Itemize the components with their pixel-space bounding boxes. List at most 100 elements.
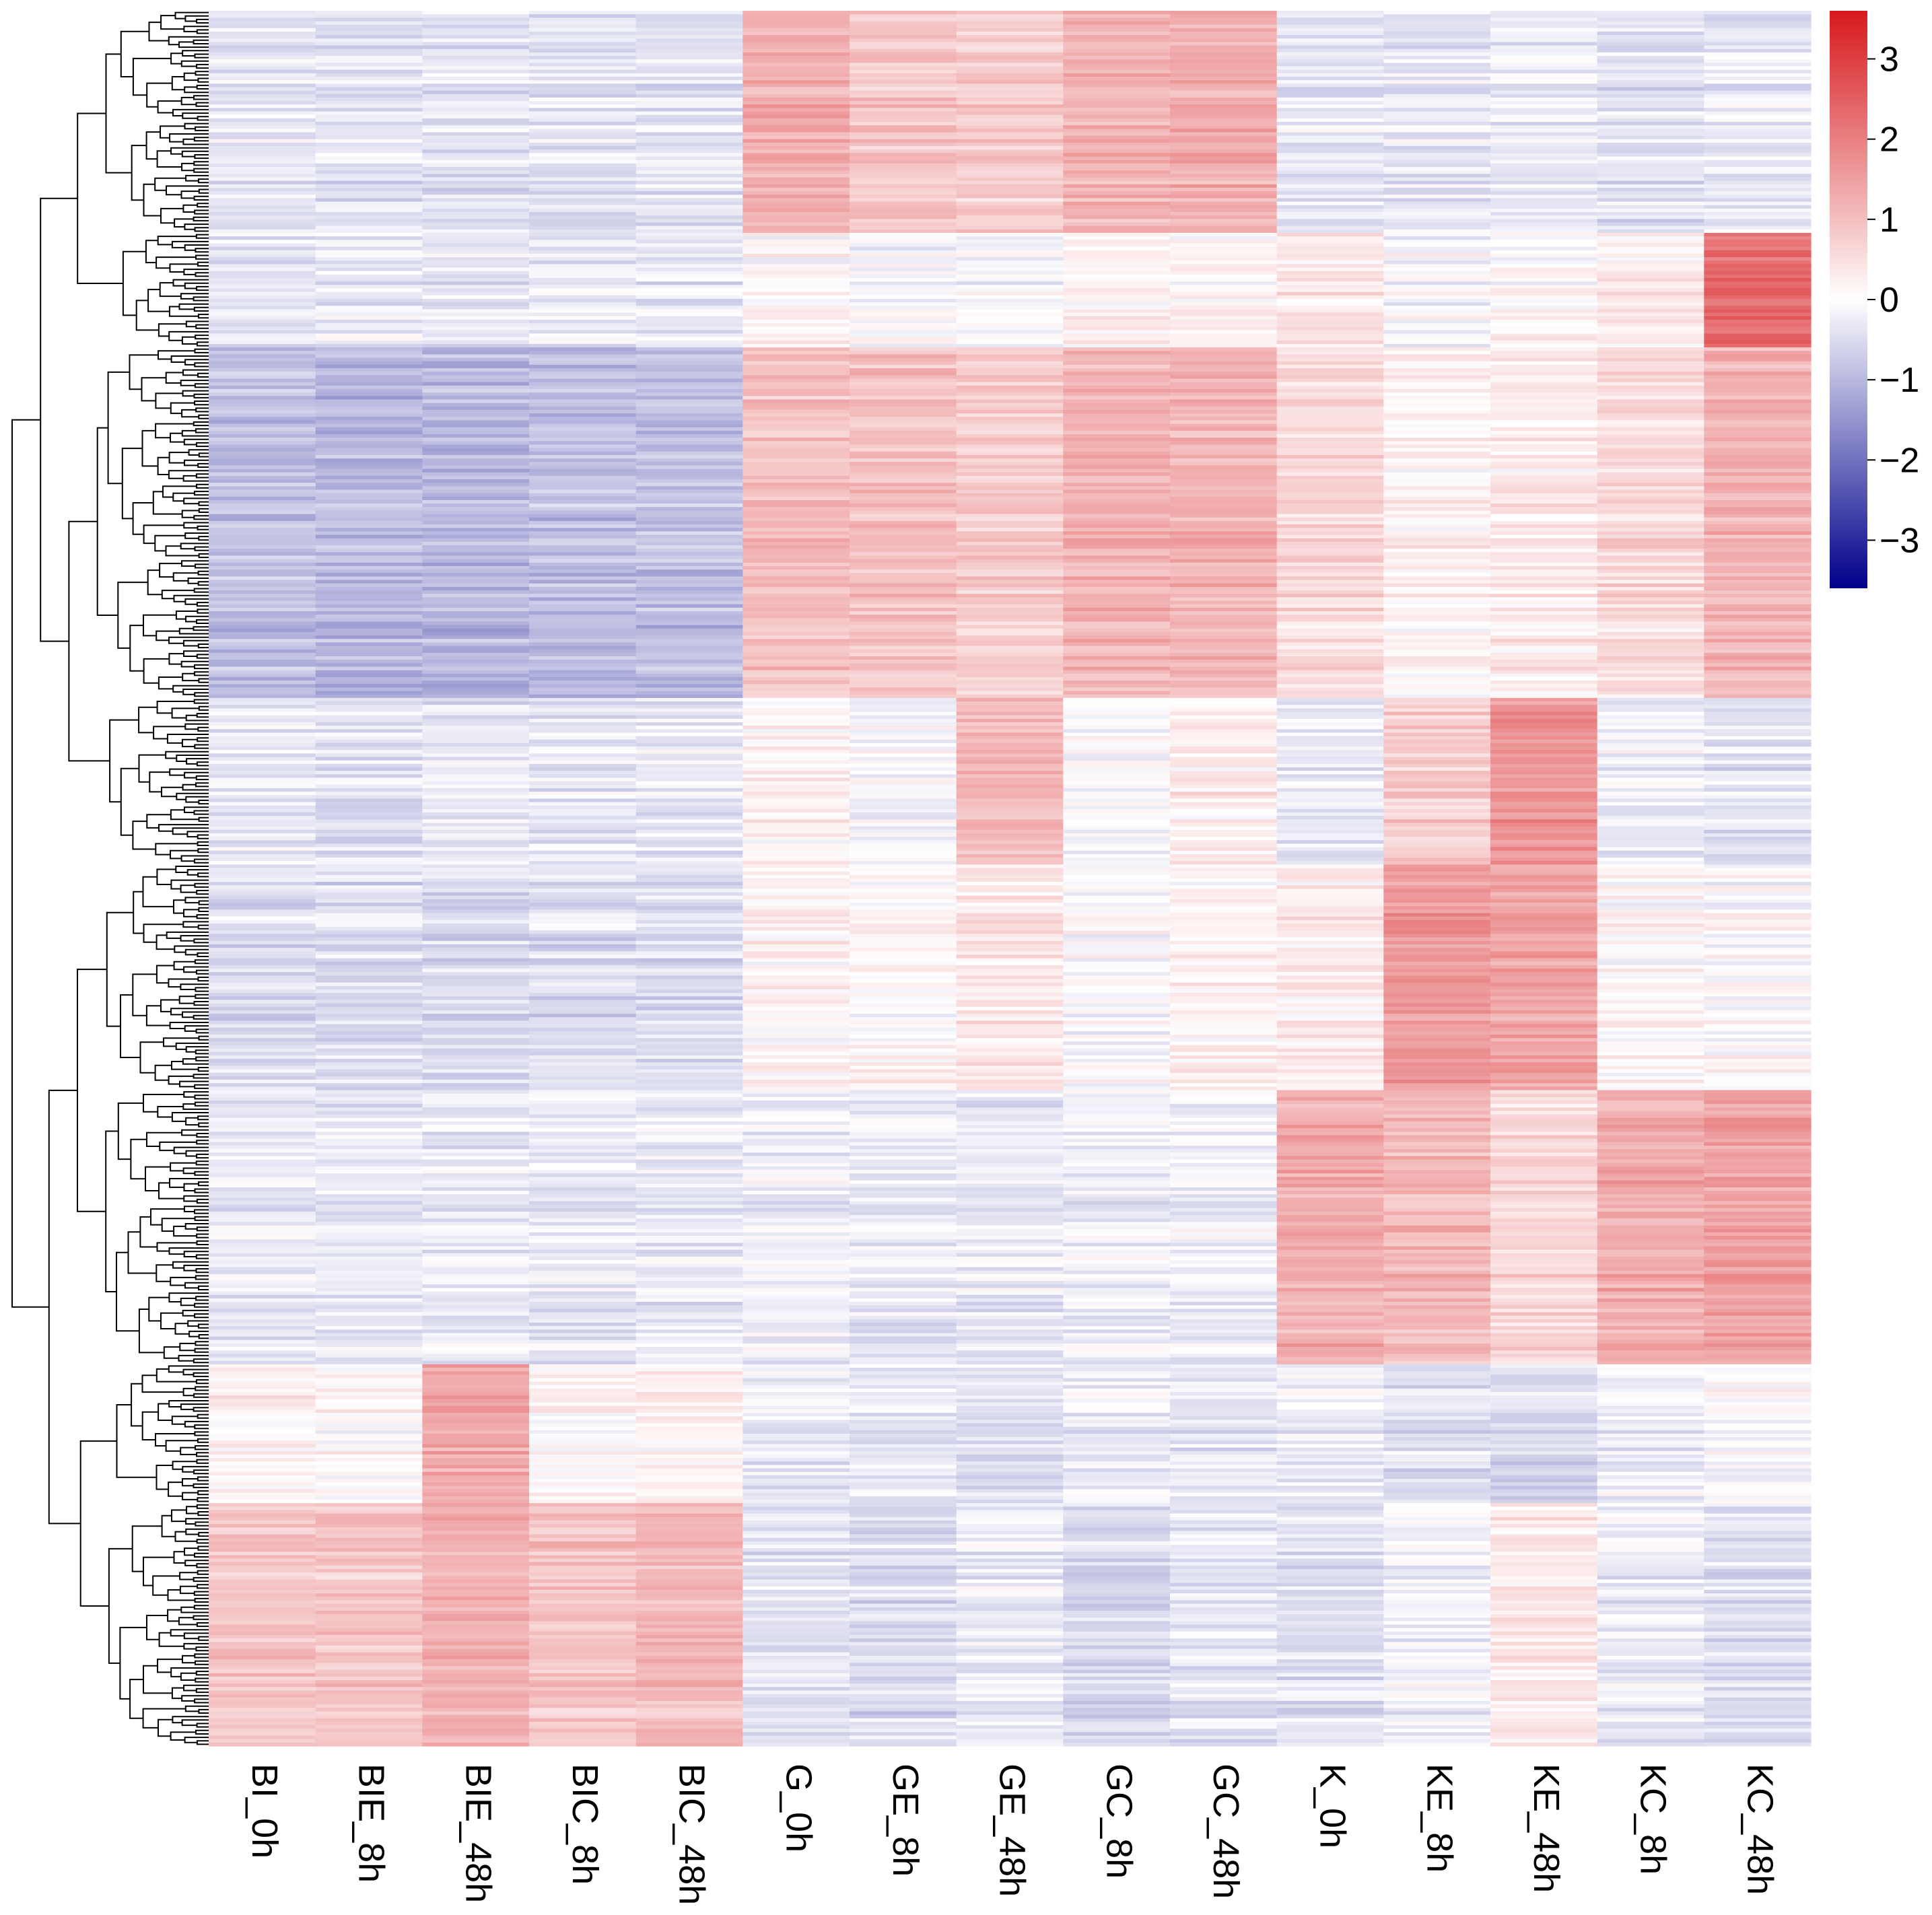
heatmap-cell: [209, 139, 316, 143]
heatmap-cell: [956, 1069, 1064, 1074]
heatmap-cell: [1276, 742, 1384, 747]
heatmap-cell: [422, 1051, 530, 1056]
heatmap-cell: [850, 343, 957, 348]
heatmap-cell: [315, 792, 423, 796]
heatmap-cell: [422, 868, 530, 872]
heatmap-cell: [1383, 792, 1491, 796]
heatmap-cell: [850, 520, 957, 525]
heatmap-cell: [1170, 816, 1278, 820]
heatmap-cell: [635, 132, 743, 137]
heatmap-cell: [1490, 368, 1598, 372]
heatmap-cell: [1490, 1020, 1598, 1025]
heatmap-cell: [850, 739, 957, 744]
heatmap-cell: [209, 924, 316, 928]
heatmap-cell: [1063, 250, 1171, 254]
heatmap-cell: [1276, 1149, 1384, 1153]
heatmap-cell: [1704, 1107, 1812, 1112]
heatmap-cell: [315, 385, 423, 390]
heatmap-cell: [1063, 1020, 1171, 1025]
heatmap-cell: [743, 441, 850, 446]
heatmap-cell: [1063, 80, 1171, 84]
heatmap-cell: [1170, 73, 1278, 77]
heatmap-cell: [1276, 187, 1384, 192]
heatmap-cell: [1063, 958, 1171, 963]
heatmap-cell: [1704, 396, 1812, 401]
heatmap-cell: [1383, 774, 1491, 779]
heatmap-cell: [1063, 195, 1171, 199]
heatmap-cell: [743, 555, 850, 560]
heatmap-cell: [315, 874, 423, 879]
heatmap-cell: [1490, 97, 1598, 102]
heatmap-cell: [1276, 278, 1384, 282]
heatmap-cell: [1383, 777, 1491, 782]
heatmap-cell: [1490, 854, 1598, 858]
heatmap-cell: [1276, 927, 1384, 931]
heatmap-cell: [422, 378, 530, 383]
heatmap-cell: [315, 965, 423, 969]
heatmap-cell: [422, 403, 530, 407]
heatmap-cell: [1170, 1076, 1278, 1080]
heatmap-cell: [635, 792, 743, 796]
heatmap-cell: [1063, 11, 1171, 15]
heatmap-cell: [850, 594, 957, 598]
heatmap-cell: [1063, 895, 1171, 900]
heatmap-cell: [1383, 673, 1491, 678]
heatmap-cell: [209, 309, 316, 314]
heatmap-cell: [209, 375, 316, 380]
heatmap-cell: [1597, 726, 1704, 730]
heatmap-cell: [1704, 309, 1812, 314]
heatmap-cell: [1597, 503, 1704, 508]
heatmap-cell: [635, 520, 743, 525]
heatmap-cell: [529, 38, 637, 43]
heatmap-cell: [315, 1076, 423, 1080]
heatmap-cell: [635, 420, 743, 425]
heatmap-cell: [956, 763, 1064, 768]
heatmap-cell: [1704, 18, 1812, 22]
heatmap-cell: [1704, 1156, 1812, 1160]
heatmap-cell: [850, 552, 957, 557]
heatmap-cell: [1597, 243, 1704, 248]
heatmap-cell: [850, 771, 957, 775]
heatmap-cell: [422, 129, 530, 133]
heatmap-cell: [315, 687, 423, 692]
heatmap-cell: [1170, 208, 1278, 213]
heatmap-cell: [1276, 253, 1384, 258]
heatmap-cell: [529, 222, 637, 227]
heatmap-cell: [1597, 895, 1704, 900]
heatmap-cell: [850, 625, 957, 629]
heatmap-cell: [422, 354, 530, 359]
heatmap-cell: [1276, 1125, 1384, 1129]
heatmap-cell: [1063, 170, 1171, 174]
heatmap-cell: [1597, 375, 1704, 380]
heatmap-cell: [1170, 538, 1278, 543]
heatmap-cell: [422, 357, 530, 362]
heatmap-cell: [1597, 903, 1704, 907]
heatmap-cell: [635, 861, 743, 865]
heatmap-cell: [635, 590, 743, 594]
heatmap-cell: [850, 847, 957, 851]
heatmap-cell: [743, 958, 850, 963]
heatmap-cell: [1704, 271, 1812, 275]
heatmap-cell: [1063, 871, 1171, 876]
heatmap-cell: [1063, 736, 1171, 740]
heatmap-cell: [850, 83, 957, 88]
heatmap-cell: [956, 666, 1064, 671]
heatmap-cell: [850, 121, 957, 126]
heatmap-cell: [1383, 35, 1491, 39]
heatmap-cell: [1063, 969, 1171, 973]
heatmap-cell: [209, 417, 316, 421]
heatmap-cell: [1597, 684, 1704, 689]
heatmap-cell: [1597, 742, 1704, 747]
heatmap-cell: [1704, 343, 1812, 348]
heatmap-cell: [850, 864, 957, 869]
heatmap-cell: [529, 520, 637, 525]
heatmap-cell: [1063, 1045, 1171, 1049]
heatmap-cell: [956, 594, 1064, 598]
heatmap-cell: [1276, 1062, 1384, 1067]
heatmap-cell: [956, 583, 1064, 588]
heatmap-cell: [1063, 913, 1171, 917]
heatmap-cell: [315, 697, 423, 702]
heatmap-cell: [956, 580, 1064, 584]
heatmap-cell: [209, 156, 316, 161]
heatmap-cell: [1383, 576, 1491, 581]
